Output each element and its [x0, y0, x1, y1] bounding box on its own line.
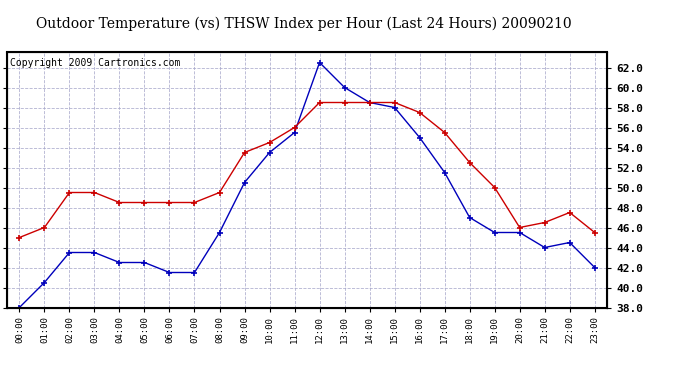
- Text: Copyright 2009 Cartronics.com: Copyright 2009 Cartronics.com: [10, 58, 180, 68]
- Text: Outdoor Temperature (vs) THSW Index per Hour (Last 24 Hours) 20090210: Outdoor Temperature (vs) THSW Index per …: [36, 17, 571, 31]
